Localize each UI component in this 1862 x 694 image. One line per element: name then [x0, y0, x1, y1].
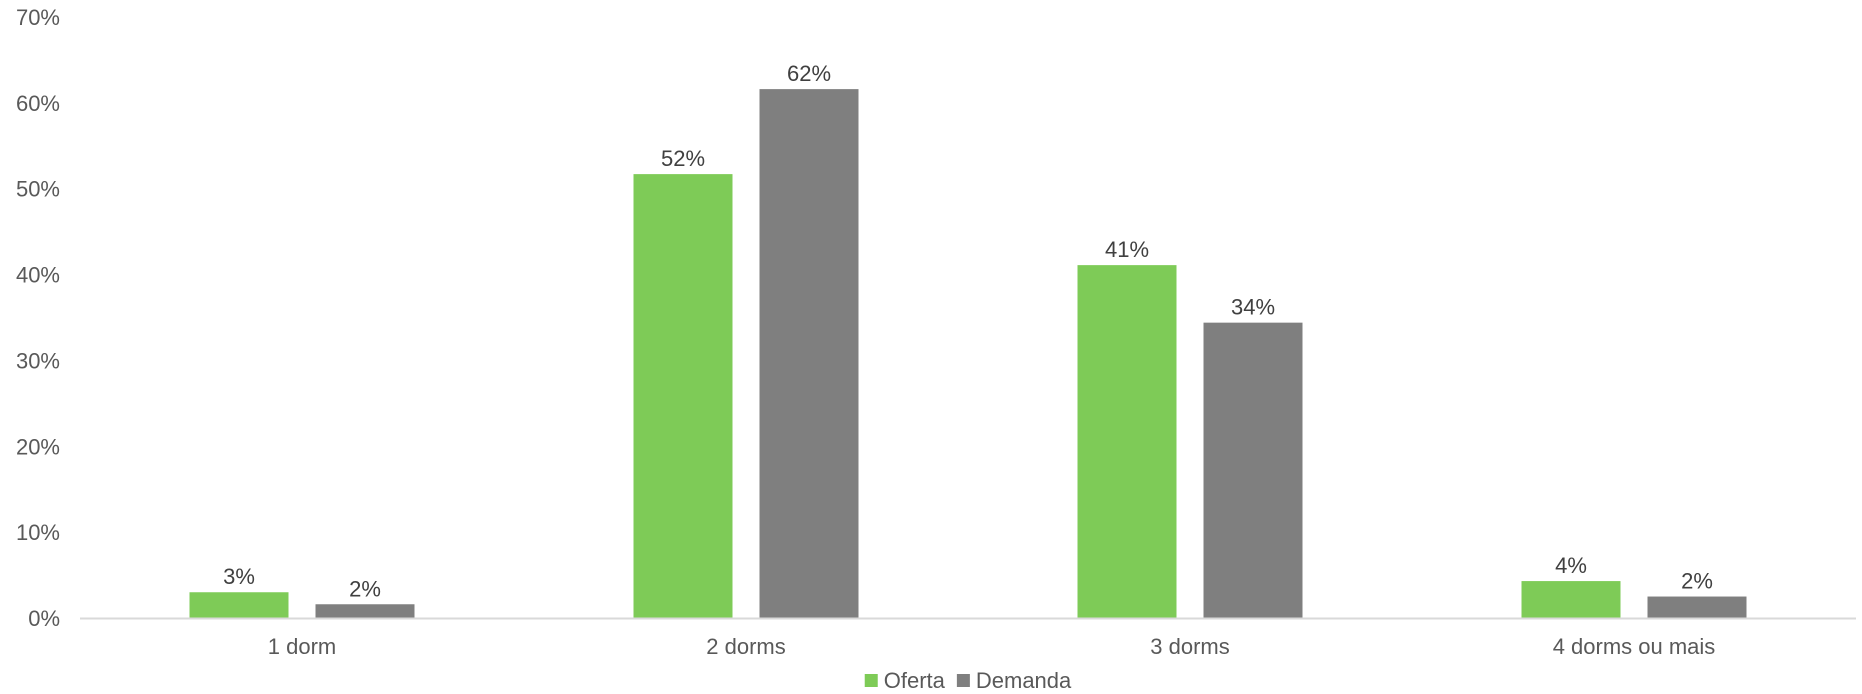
- data-label-oferta-3: 41%: [1105, 237, 1149, 262]
- bar-oferta-1: [189, 592, 289, 618]
- data-label-demanda-4: 2%: [1681, 569, 1713, 594]
- bar-demanda-3: [1203, 322, 1303, 618]
- data-label-demanda-2: 62%: [787, 61, 831, 86]
- y-tick-label: 10%: [16, 520, 60, 545]
- category-label: 4 dorms ou mais: [1553, 634, 1716, 659]
- legend-swatch-demanda: [956, 674, 970, 687]
- y-tick-label: 0%: [28, 606, 60, 631]
- y-tick-label: 30%: [16, 348, 60, 373]
- data-label-oferta-2: 52%: [661, 146, 705, 171]
- data-label-demanda-1: 2%: [349, 576, 381, 601]
- y-tick-label: 50%: [16, 177, 60, 202]
- data-labels: 3% 2% 52% 62% 41% 34% 4% 2%: [223, 61, 1713, 601]
- y-tick-label: 60%: [16, 91, 60, 116]
- category-label: 3 dorms: [1150, 634, 1229, 659]
- bar-oferta-2: [633, 174, 733, 618]
- data-label-oferta-1: 3%: [223, 564, 255, 589]
- category-label: 1 dorm: [268, 634, 336, 659]
- data-label-oferta-4: 4%: [1555, 553, 1587, 578]
- bar-oferta-3: [1077, 265, 1177, 618]
- y-tick-label: 70%: [16, 5, 60, 30]
- legend-label-oferta: Oferta: [884, 668, 946, 693]
- y-tick-label: 20%: [16, 434, 60, 459]
- y-axis-ticks: 0% 10% 20% 30% 40% 50% 60% 70%: [16, 5, 60, 631]
- bars: [189, 89, 1747, 619]
- bar-demanda-4: [1647, 596, 1747, 618]
- bar-demanda-1: [315, 604, 415, 618]
- category-label: 2 dorms: [706, 634, 785, 659]
- bar-demanda-2: [759, 89, 859, 619]
- category-labels: 1 dorm 2 dorms 3 dorms 4 dorms ou mais: [268, 634, 1716, 659]
- legend: Oferta Demanda: [864, 668, 1072, 693]
- data-label-demanda-3: 34%: [1231, 295, 1275, 320]
- bar-oferta-4: [1521, 581, 1621, 618]
- legend-label-demanda: Demanda: [976, 668, 1072, 693]
- y-tick-label: 40%: [16, 263, 60, 288]
- legend-swatch-oferta: [864, 674, 878, 687]
